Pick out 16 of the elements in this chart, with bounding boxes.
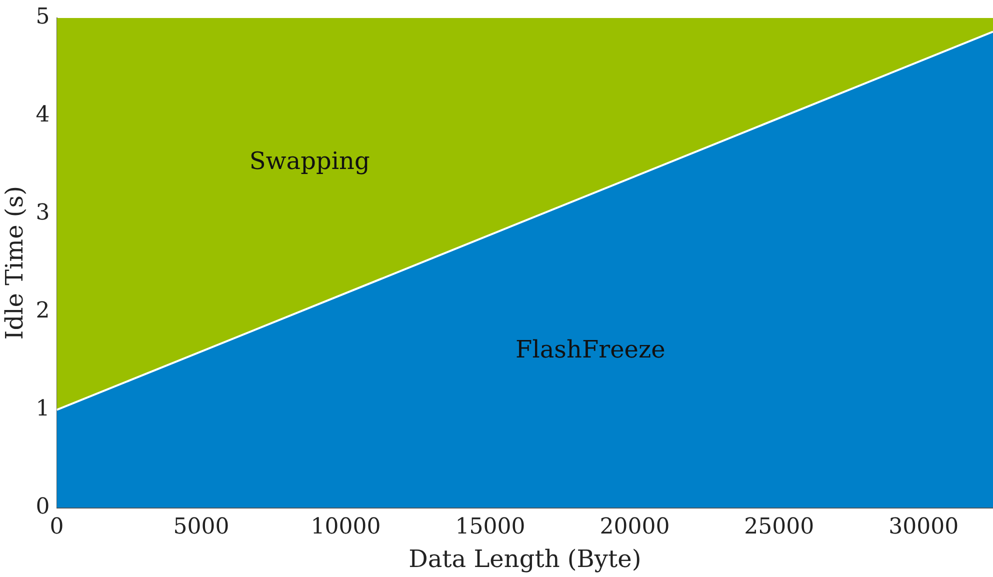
y-tick-label: 5: [36, 4, 50, 30]
y-tick-label: 2: [36, 298, 50, 324]
x-tick-label: 25000: [744, 514, 814, 540]
series-label: Swapping: [249, 147, 370, 176]
x-axis-title: Data Length (Byte): [408, 544, 642, 573]
x-tick-label: 30000: [888, 514, 959, 540]
x-tick-label: 15000: [455, 514, 526, 540]
x-tick-label: 10000: [310, 514, 381, 540]
y-tick-label: 4: [36, 102, 50, 128]
y-tick-label: 1: [36, 396, 50, 422]
y-tick-label: 3: [36, 200, 50, 226]
y-tick-label: 0: [36, 494, 50, 520]
series-label: FlashFreeze: [516, 335, 666, 364]
x-tick-label: 5000: [173, 514, 230, 540]
y-axis-title: Idle Time (s): [0, 186, 29, 340]
x-tick-label: 20000: [600, 514, 670, 540]
